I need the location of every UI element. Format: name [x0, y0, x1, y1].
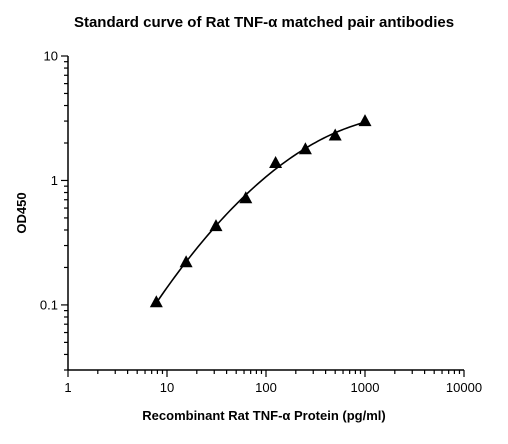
plot-area: 0.1 1 10 1 10 100 1000 10000	[40, 49, 482, 396]
data-point	[269, 156, 283, 169]
x-tick-label: 1000	[351, 380, 380, 395]
x-tick-label: 1	[64, 380, 71, 395]
data-point	[298, 142, 312, 155]
data-point	[239, 191, 253, 204]
data-point	[149, 295, 163, 308]
x-axis-label: Recombinant Rat TNF-α Protein (pg/ml)	[142, 408, 385, 423]
x-tick-label: 10000	[446, 380, 482, 395]
x-tick-label: 10	[160, 380, 174, 395]
y-tick-label: 1	[51, 173, 58, 188]
y-axis-label: OD450	[14, 192, 29, 233]
data-point	[209, 219, 223, 232]
fit-curve	[155, 121, 366, 304]
x-tick-label: 100	[255, 380, 277, 395]
chart-title: Standard curve of Rat TNF-α matched pair…	[74, 14, 454, 31]
data-point	[328, 128, 342, 141]
data-point	[179, 255, 193, 268]
y-tick-label: 0.1	[40, 297, 58, 312]
data-point	[358, 114, 372, 127]
y-tick-label: 10	[44, 49, 58, 64]
